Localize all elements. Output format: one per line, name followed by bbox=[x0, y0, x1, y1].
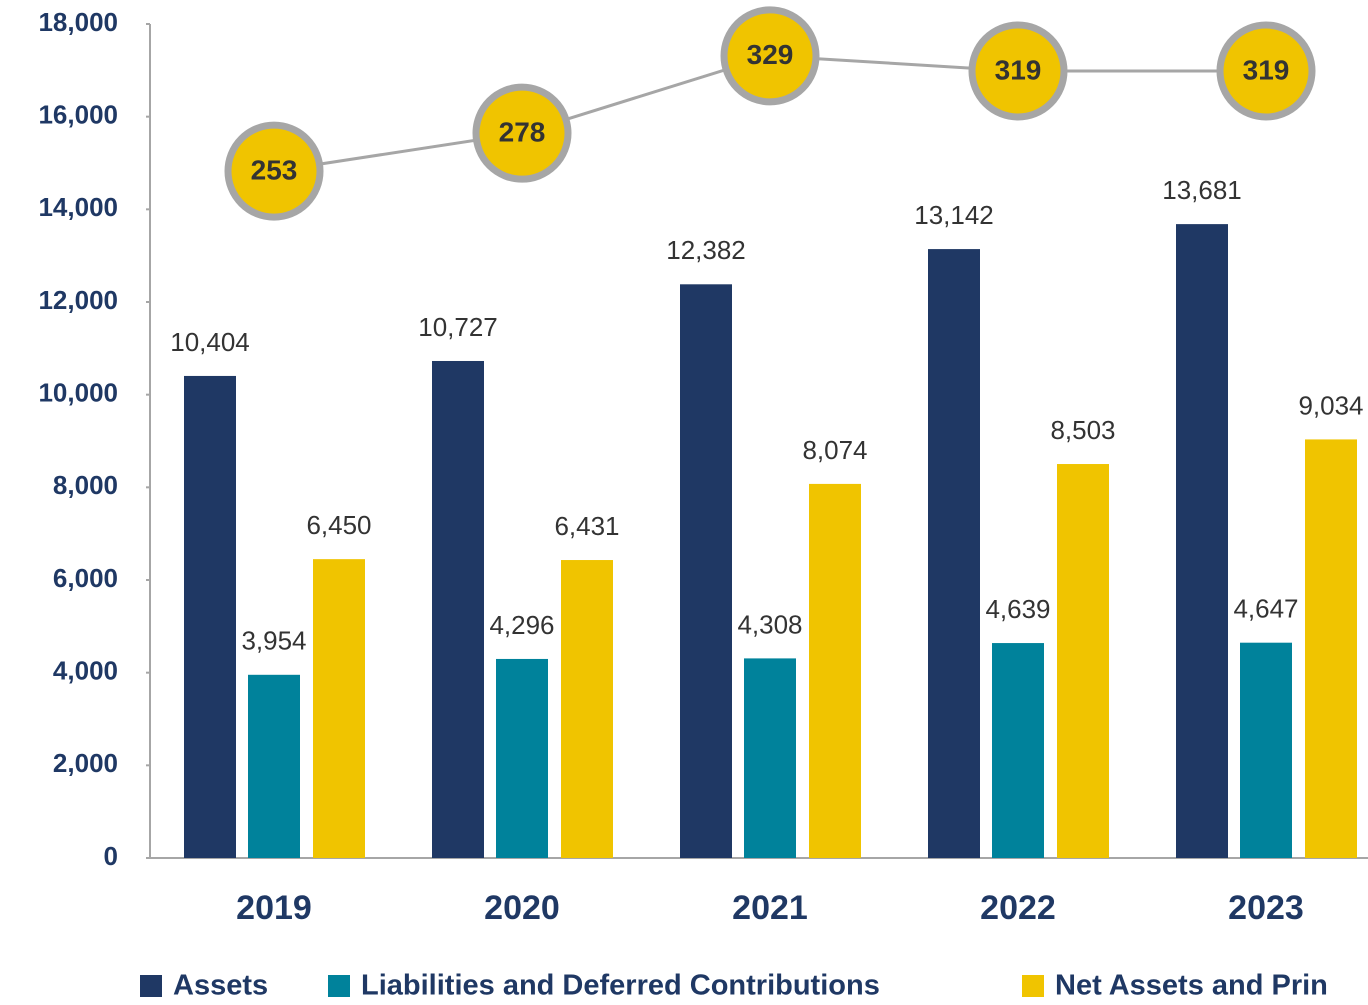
line-marker bbox=[720, 6, 820, 106]
legend-label: Assets bbox=[173, 970, 268, 1002]
line-marker bbox=[968, 21, 1068, 121]
bar bbox=[1240, 642, 1292, 858]
line-marker bbox=[224, 121, 324, 221]
bar bbox=[248, 674, 300, 858]
bar bbox=[992, 643, 1044, 858]
bar bbox=[744, 658, 796, 858]
bar bbox=[1176, 224, 1228, 859]
y-tick-label: 12,000 bbox=[38, 285, 118, 315]
data-label: 9,034 bbox=[1298, 390, 1363, 420]
y-tick-label: 14,000 bbox=[38, 192, 118, 222]
y-tick-label: 6,000 bbox=[53, 563, 118, 593]
y-tick-label: 18,000 bbox=[38, 7, 118, 37]
data-label: 3,954 bbox=[241, 626, 306, 656]
data-label: 6,450 bbox=[306, 510, 371, 540]
data-label: 319 bbox=[1243, 54, 1290, 85]
data-label: 13,142 bbox=[914, 200, 994, 230]
y-tick-label: 8,000 bbox=[53, 470, 118, 500]
legend-swatch bbox=[1022, 975, 1044, 997]
line-marker bbox=[472, 83, 572, 183]
data-label: 278 bbox=[499, 117, 546, 148]
data-label: 10,727 bbox=[418, 312, 498, 342]
bar bbox=[432, 360, 484, 858]
data-label: 4,639 bbox=[985, 594, 1050, 624]
bar bbox=[561, 560, 613, 858]
line-marker bbox=[1216, 21, 1316, 121]
y-tick-label: 2,000 bbox=[53, 748, 118, 778]
bar bbox=[928, 249, 980, 858]
data-label: 6,431 bbox=[554, 511, 619, 541]
legend-swatch bbox=[140, 975, 162, 997]
data-label: 13,681 bbox=[1162, 175, 1242, 205]
bar bbox=[1305, 439, 1357, 858]
data-label: 8,074 bbox=[802, 435, 867, 465]
bar bbox=[184, 375, 236, 858]
data-label: 10,404 bbox=[170, 327, 250, 357]
legend-label: Liabilities and Deferred Contributions bbox=[361, 970, 880, 1002]
data-label: 329 bbox=[747, 39, 794, 70]
bar bbox=[1057, 464, 1109, 858]
data-label: 4,647 bbox=[1233, 594, 1298, 624]
legend-swatch bbox=[328, 975, 350, 997]
x-tick-label: 2020 bbox=[484, 889, 560, 927]
y-tick-label: 16,000 bbox=[38, 100, 118, 130]
x-tick-label: 2019 bbox=[236, 889, 312, 927]
x-tick-label: 2023 bbox=[1228, 889, 1304, 927]
x-tick-label: 2021 bbox=[732, 889, 808, 927]
bar bbox=[313, 559, 365, 858]
data-label: 319 bbox=[995, 54, 1042, 85]
y-tick-label: 10,000 bbox=[38, 378, 118, 408]
x-tick-label: 2022 bbox=[980, 889, 1056, 927]
data-label: 253 bbox=[251, 154, 298, 185]
bar bbox=[680, 284, 732, 858]
data-label: 4,308 bbox=[737, 609, 802, 639]
legend-label: Net Assets and Prin bbox=[1055, 970, 1328, 1002]
data-label: 4,296 bbox=[489, 610, 554, 640]
y-tick-label: 4,000 bbox=[53, 656, 118, 686]
bar bbox=[496, 658, 548, 858]
data-label: 12,382 bbox=[666, 235, 746, 265]
y-tick-label: 0 bbox=[104, 841, 118, 871]
data-label: 8,503 bbox=[1050, 415, 1115, 445]
bar bbox=[809, 483, 861, 858]
